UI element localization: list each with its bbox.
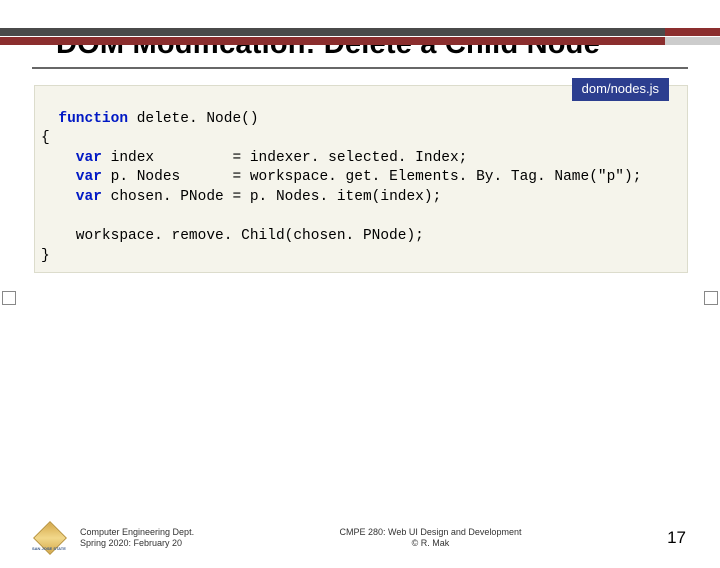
- slide-footer: SAN JOSE STATE Computer Engineering Dept…: [0, 524, 720, 552]
- footer-course: CMPE 280: Web UI Design and Development …: [245, 527, 616, 550]
- footer-dept: Computer Engineering Dept. Spring 2020: …: [80, 527, 245, 550]
- code-text: delete. Node(): [128, 111, 259, 127]
- footer-dept-line1: Computer Engineering Dept.: [80, 527, 245, 538]
- code-keyword: var: [41, 150, 102, 166]
- footer-course-line1: CMPE 280: Web UI Design and Development: [245, 527, 616, 538]
- slide-number: 17: [616, 528, 720, 548]
- resize-handle-left: [2, 291, 16, 305]
- code-keyword: var: [41, 189, 102, 205]
- code-text: index = indexer. selected. Index;: [102, 150, 467, 166]
- code-text: workspace. remove. Child(chosen. PNode);: [41, 228, 424, 244]
- file-label: dom/nodes.js: [572, 78, 669, 101]
- code-text: }: [41, 248, 50, 264]
- university-logo: SAN JOSE STATE: [36, 524, 64, 552]
- code-text: chosen. PNode = p. Nodes. item(index);: [102, 189, 441, 205]
- code-text: {: [41, 130, 50, 146]
- title-divider: [32, 67, 688, 69]
- resize-handle-right: [704, 291, 718, 305]
- code-text: p. Nodes = workspace. get. Elements. By.…: [102, 169, 642, 185]
- code-keyword: var: [41, 169, 102, 185]
- logo-caption: SAN JOSE STATE: [32, 546, 66, 551]
- code-block: dom/nodes.jsfunction delete. Node() { va…: [34, 85, 688, 273]
- code-text: [41, 208, 50, 224]
- code-keyword: function: [58, 111, 128, 127]
- header-rule-bars: [0, 28, 720, 45]
